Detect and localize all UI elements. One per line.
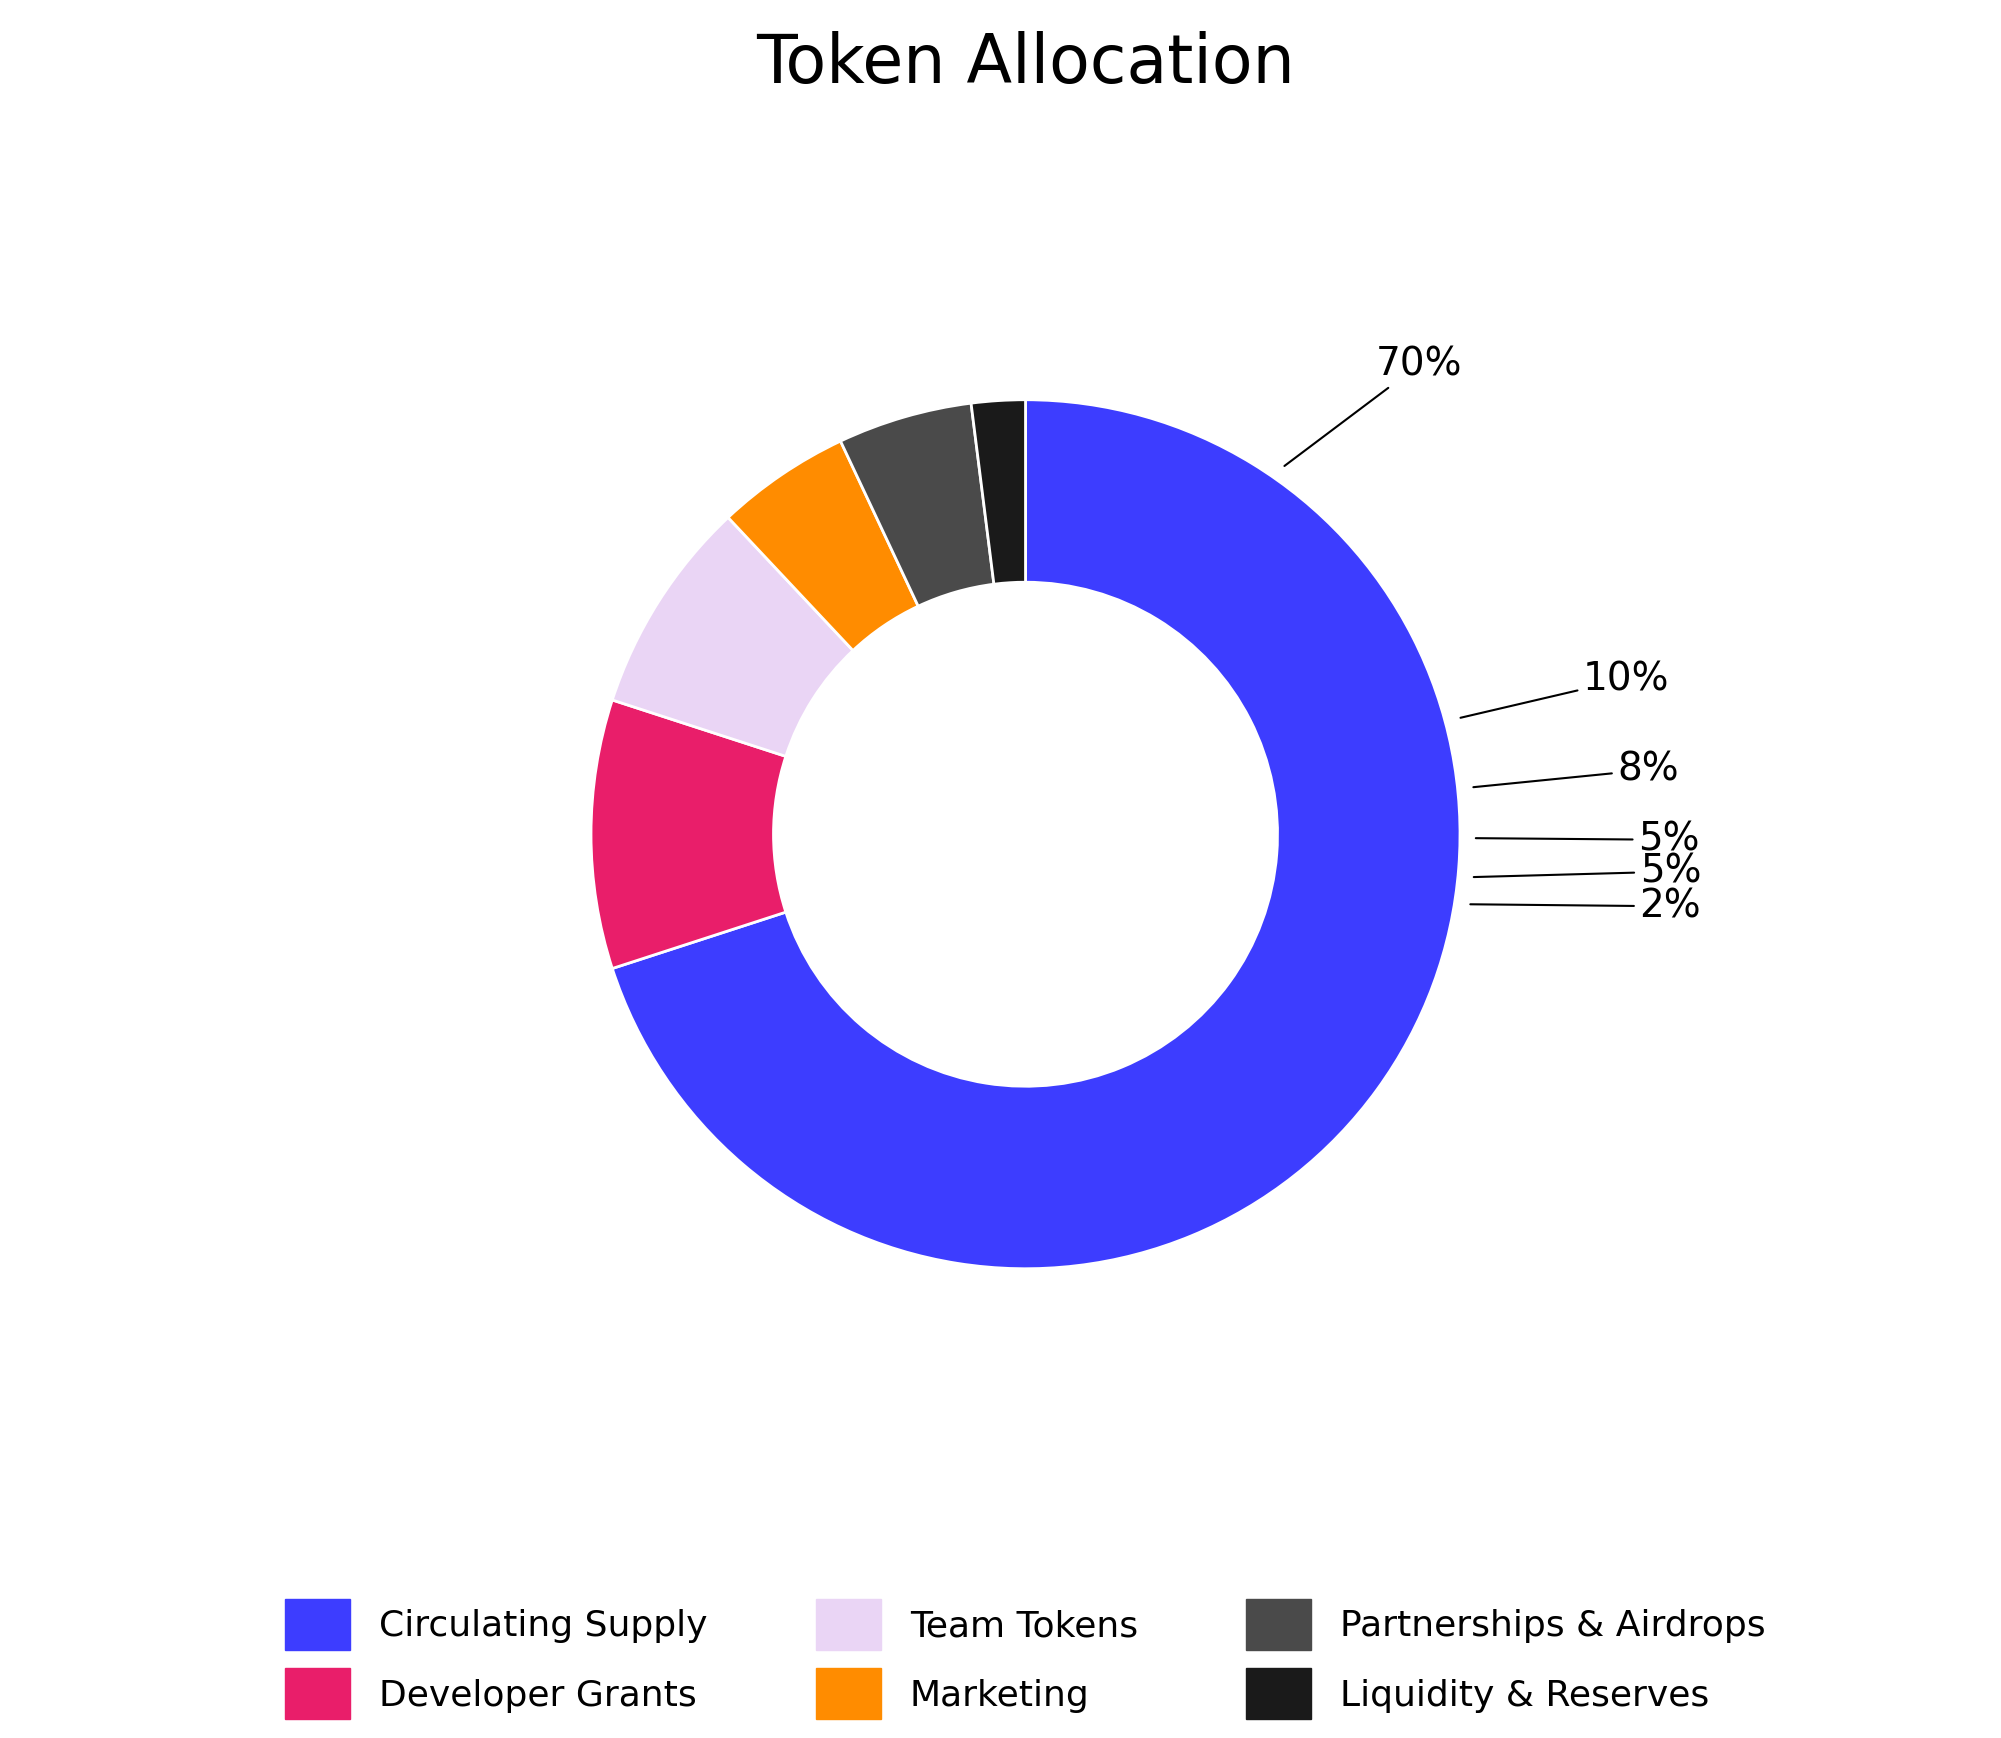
Text: 8%: 8%	[1473, 751, 1679, 789]
Text: 5%: 5%	[1477, 820, 1699, 859]
Text: 10%: 10%	[1461, 660, 1669, 718]
Text: 70%: 70%	[1285, 346, 1463, 466]
Wedge shape	[612, 518, 852, 756]
Text: 5%: 5%	[1475, 853, 1701, 890]
Wedge shape	[840, 403, 994, 607]
Wedge shape	[970, 400, 1027, 584]
Wedge shape	[590, 700, 786, 968]
Wedge shape	[728, 441, 918, 650]
Title: Token Allocation: Token Allocation	[756, 31, 1295, 97]
Wedge shape	[612, 400, 1461, 1269]
Text: 2%: 2%	[1471, 888, 1701, 925]
Legend: Circulating Supply, Developer Grants, Team Tokens, Marketing, Partnerships & Air: Circulating Supply, Developer Grants, Te…	[270, 1585, 1781, 1735]
